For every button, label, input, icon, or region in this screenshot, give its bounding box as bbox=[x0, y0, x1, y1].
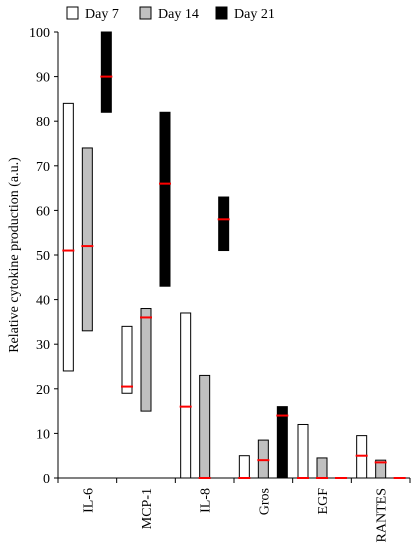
bar bbox=[238, 455, 250, 479]
x-axis: IL-6 MCP-1 IL-8 Gros EGF RANTES bbox=[57, 477, 411, 542]
category-label: RANTES bbox=[375, 488, 390, 542]
y-tick-label: 80 bbox=[36, 115, 50, 130]
category-label: IL-8 bbox=[199, 488, 214, 513]
bar bbox=[316, 457, 328, 479]
bar bbox=[62, 102, 74, 372]
legend-swatch bbox=[215, 6, 228, 20]
y-tick-label: 60 bbox=[36, 204, 50, 219]
bar bbox=[218, 196, 230, 252]
bars bbox=[62, 31, 406, 479]
bar bbox=[180, 312, 192, 479]
category-label: MCP-1 bbox=[140, 488, 155, 529]
bar bbox=[276, 406, 288, 479]
legend-label: Day 21 bbox=[234, 7, 275, 22]
category-label: Gros bbox=[257, 488, 272, 515]
legend-swatch bbox=[139, 6, 152, 20]
bar bbox=[81, 147, 93, 332]
bar bbox=[297, 423, 309, 479]
bar bbox=[356, 435, 368, 479]
y-tick-label: 100 bbox=[29, 26, 50, 41]
category-label: EGF bbox=[316, 488, 331, 515]
legend: Day 7 Day 14 Day 21 bbox=[66, 6, 275, 22]
y-tick-label: 70 bbox=[36, 160, 50, 175]
bar bbox=[121, 325, 133, 394]
bar bbox=[199, 374, 211, 479]
y-axis-label: Relative cytokine production (a.u.) bbox=[7, 157, 22, 353]
y-tick-label: 0 bbox=[43, 472, 50, 487]
category-label: IL-6 bbox=[81, 488, 96, 513]
legend-label: Day 14 bbox=[158, 7, 199, 22]
y-tick-label: 90 bbox=[36, 71, 50, 86]
bar bbox=[100, 31, 112, 113]
y-tick-label: 10 bbox=[36, 427, 50, 442]
y-axis: 0 10 20 30 40 50 60 70 80 90 100 bbox=[29, 26, 59, 487]
legend-label: Day 7 bbox=[85, 7, 119, 22]
y-tick-label: 40 bbox=[36, 294, 50, 309]
y-tick-label: 30 bbox=[36, 338, 50, 353]
bar bbox=[140, 308, 152, 412]
y-tick-label: 50 bbox=[36, 249, 50, 264]
y-tick-label: 20 bbox=[36, 383, 50, 398]
bar bbox=[257, 439, 269, 479]
bar bbox=[375, 459, 387, 479]
bar bbox=[159, 111, 171, 287]
legend-swatch bbox=[66, 6, 79, 20]
